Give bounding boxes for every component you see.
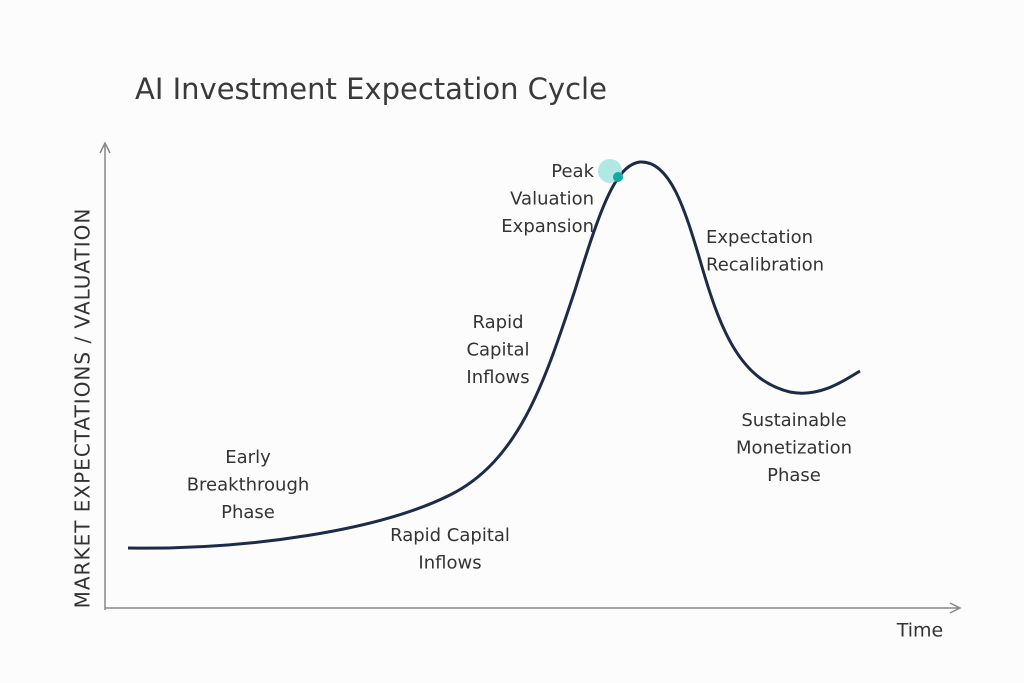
- annotation-line: Inflows: [418, 553, 481, 574]
- y-axis-arrow: [99, 141, 111, 154]
- annotation-line: Inflows: [466, 367, 529, 388]
- annotation-line: Recalibration: [706, 255, 824, 276]
- annotation-line: Early: [225, 447, 271, 468]
- annotation-line: Capital: [466, 340, 529, 361]
- annotation-line: Monetization: [736, 438, 852, 459]
- y-axis-label: MARKET EXPECTATIONS / VALUATION: [71, 208, 95, 609]
- annotation-line: Breakthrough: [187, 475, 310, 496]
- annotation-line: Expectation: [706, 227, 813, 248]
- annotation-line: Rapid Capital: [390, 525, 510, 546]
- annotation-line: Valuation: [510, 189, 594, 210]
- annotation-line: Sustainable: [741, 410, 846, 431]
- axes: [99, 141, 962, 614]
- annotation-line: Phase: [221, 502, 275, 523]
- annotation-line: Rapid: [473, 312, 524, 333]
- peak-dot: [613, 172, 623, 182]
- annotation-line: Phase: [767, 465, 821, 486]
- annotation-line: Expansion: [501, 216, 594, 237]
- x-axis-arrow: [949, 602, 962, 614]
- title: AI Investment Expectation Cycle: [135, 72, 607, 106]
- annotation-line: Peak: [551, 161, 594, 182]
- expectation-curve: [127, 160, 861, 550]
- annotations: Peak Valuation Expansion Expectation Recalib…: [187, 161, 852, 574]
- x-axis-label: Time: [896, 620, 944, 642]
